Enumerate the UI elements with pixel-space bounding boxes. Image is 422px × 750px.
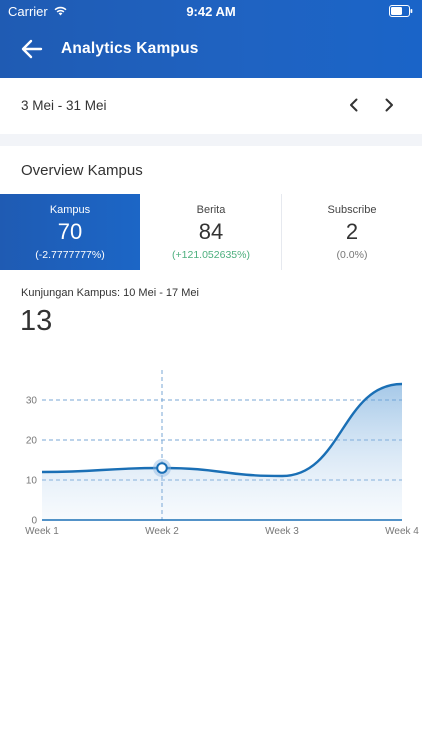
stat-label: Subscribe [327, 204, 377, 216]
y-tick-label: 10 [26, 476, 38, 487]
status-bar: Carrier 9:42 AM [0, 0, 422, 22]
overview-title: Overview Kampus [21, 162, 143, 179]
y-tick-label: 30 [26, 396, 38, 407]
stat-value: 70 [57, 219, 83, 244]
stat-value: 2 [345, 219, 359, 244]
chart-series-line [41, 382, 403, 478]
visits-chart-svg: 0 10 20 30 Week 1 Week 2 Week 3 Week 4 [25, 370, 419, 537]
stat-label: Kampus [49, 204, 91, 216]
app-header: Carrier 9:42 AM Analytics Kampus [0, 0, 422, 78]
y-tick-label: 0 [31, 516, 37, 527]
chart-area-fill [42, 384, 402, 520]
stat-divider [281, 194, 282, 270]
visits-label: Kunjungan Kampus: 10 Mei - 17 Mei [21, 287, 199, 299]
back-button[interactable] [20, 38, 44, 60]
nav-bar: Analytics Kampus [0, 36, 422, 62]
battery-icon [389, 5, 413, 20]
status-carrier: Carrier [8, 4, 68, 19]
x-tick-label: Week 2 [145, 526, 179, 537]
overview-stats: Kampus 70 (-2.7777777%) Berita 84 (+121.… [0, 194, 422, 270]
page-title: Analytics Kampus [61, 40, 199, 57]
stat-change: (0.0%) [336, 249, 368, 261]
date-range-row: 3 Mei - 31 Mei [0, 78, 422, 134]
x-tick-label: Week 3 [265, 526, 299, 537]
stat-change: (-2.7777777%) [35, 249, 105, 261]
previous-period-button[interactable] [345, 96, 363, 114]
stat-value: 84 [198, 219, 224, 244]
visits-value: 13 [20, 305, 53, 337]
wifi-icon [53, 4, 68, 19]
chevron-left-icon [350, 98, 358, 112]
x-tick-label: Week 1 [25, 526, 59, 537]
carrier-label: Carrier [8, 4, 48, 19]
visits-chart: 0 10 20 30 Week 1 Week 2 Week 3 Week 4 [0, 370, 422, 545]
back-arrow-icon [21, 39, 43, 59]
stat-label: Berita [196, 204, 226, 216]
date-range-label: 3 Mei - 31 Mei [21, 98, 107, 113]
stat-card-subscribe[interactable]: Subscribe 2 (0.0%) [282, 194, 422, 270]
y-tick-label: 20 [26, 436, 38, 447]
chevron-right-icon [385, 98, 393, 112]
stat-card-berita[interactable]: Berita 84 (+121.052635%) [141, 194, 281, 270]
stat-card-kampus[interactable]: Kampus 70 (-2.7777777%) [0, 194, 140, 270]
stat-change: (+121.052635%) [172, 249, 250, 261]
next-period-button[interactable] [380, 96, 398, 114]
x-tick-label: Week 4 [385, 526, 419, 537]
chart-point-highlighted [156, 462, 168, 474]
section-separator [0, 134, 422, 146]
